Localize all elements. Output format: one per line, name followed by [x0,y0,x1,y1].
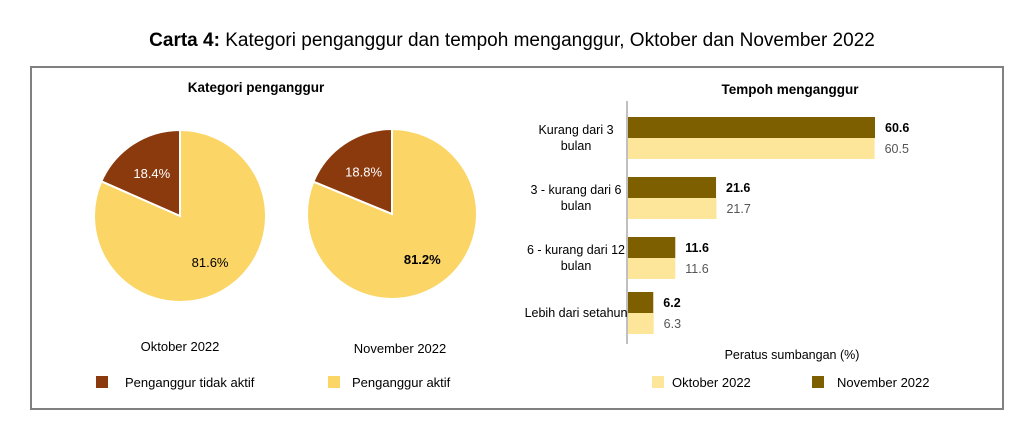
bar-label-oktober: 21.7 [726,202,750,216]
bar-november [628,117,875,138]
bar-november [628,177,717,198]
bar-label-november: 60.6 [885,121,909,135]
bar-oktober [628,313,654,334]
bar-label-november: 21.6 [726,181,750,195]
pie-data-label: 81.6% [192,255,229,270]
pie-data-label: 18.4% [133,166,170,181]
bar-november [628,237,676,258]
legend-label-aktif: Penganggur aktif [352,375,451,390]
pie-panel-title: Kategori penganggur [188,80,325,95]
bar-category-labels: Kurang dari 3 bulan 3 - kurang dari 6 bulan… [525,123,628,320]
pie-november: 18.8% 81.2% [306,127,478,300]
legend-swatch-tidak-aktif [96,376,108,388]
bar-oktober [628,258,676,279]
bar-oktober [628,198,717,219]
legend-label-tidak-aktif: Penganggur tidak aktif [125,375,255,390]
chart-main-title: Carta 4: Kategori penganggur dan tempoh … [0,30,1024,52]
chart-frame [30,66,1004,410]
bar-category-label: bulan [561,139,592,153]
pie-slice-tidak-aktif [312,127,393,216]
pie-oktober-label: Oktober 2022 [141,339,220,354]
bar-category-label: bulan [561,259,592,273]
bar-label-oktober: 60.5 [885,142,909,156]
bar-label-november: 11.6 [685,241,709,255]
bar-label-november: 6.2 [663,296,680,310]
chart-title-prefix: Carta 4: [149,30,220,51]
pie-slice-aktif [93,128,267,303]
bar-category-label: bulan [561,199,592,213]
bar-x-axis-label: Peratus sumbangan (%) [725,348,860,362]
bar-category-label: Lebih dari setahun [525,306,628,320]
legend-label-november: November 2022 [837,375,930,390]
bar-label-oktober: 11.6 [685,262,708,276]
bar-category-label: Kurang dari 3 [538,123,613,137]
bar-november [628,292,654,313]
pie-oktober: 18.4% 81.6% [93,128,267,303]
pie-data-label: 81.2% [404,252,441,267]
pie-slice-aktif [306,127,478,300]
legend-swatch-oktober [652,376,664,388]
pie-data-label: 18.8% [345,165,382,180]
pie-slice-tidak-aktif [99,128,181,218]
bar-label-oktober: 6.3 [664,317,681,331]
bar-category-label: 3 - kurang dari 6 [530,183,621,197]
legend-swatch-aktif [328,376,340,388]
chart-title-text: Kategori penganggur dan tempoh menganggu… [225,30,875,51]
bar-category-label: 6 - kurang dari 12 [527,243,625,257]
legend-swatch-november [812,376,824,388]
bar-oktober [628,138,875,159]
bar-marks: 60.6 60.5 21.6 21.7 11.6 11.6 6.2 6.3 [628,117,909,334]
bar-panel-title: Tempoh menganggur [722,82,860,97]
pie-november-label: November 2022 [354,341,447,356]
legend-label-oktober: Oktober 2022 [672,375,751,390]
